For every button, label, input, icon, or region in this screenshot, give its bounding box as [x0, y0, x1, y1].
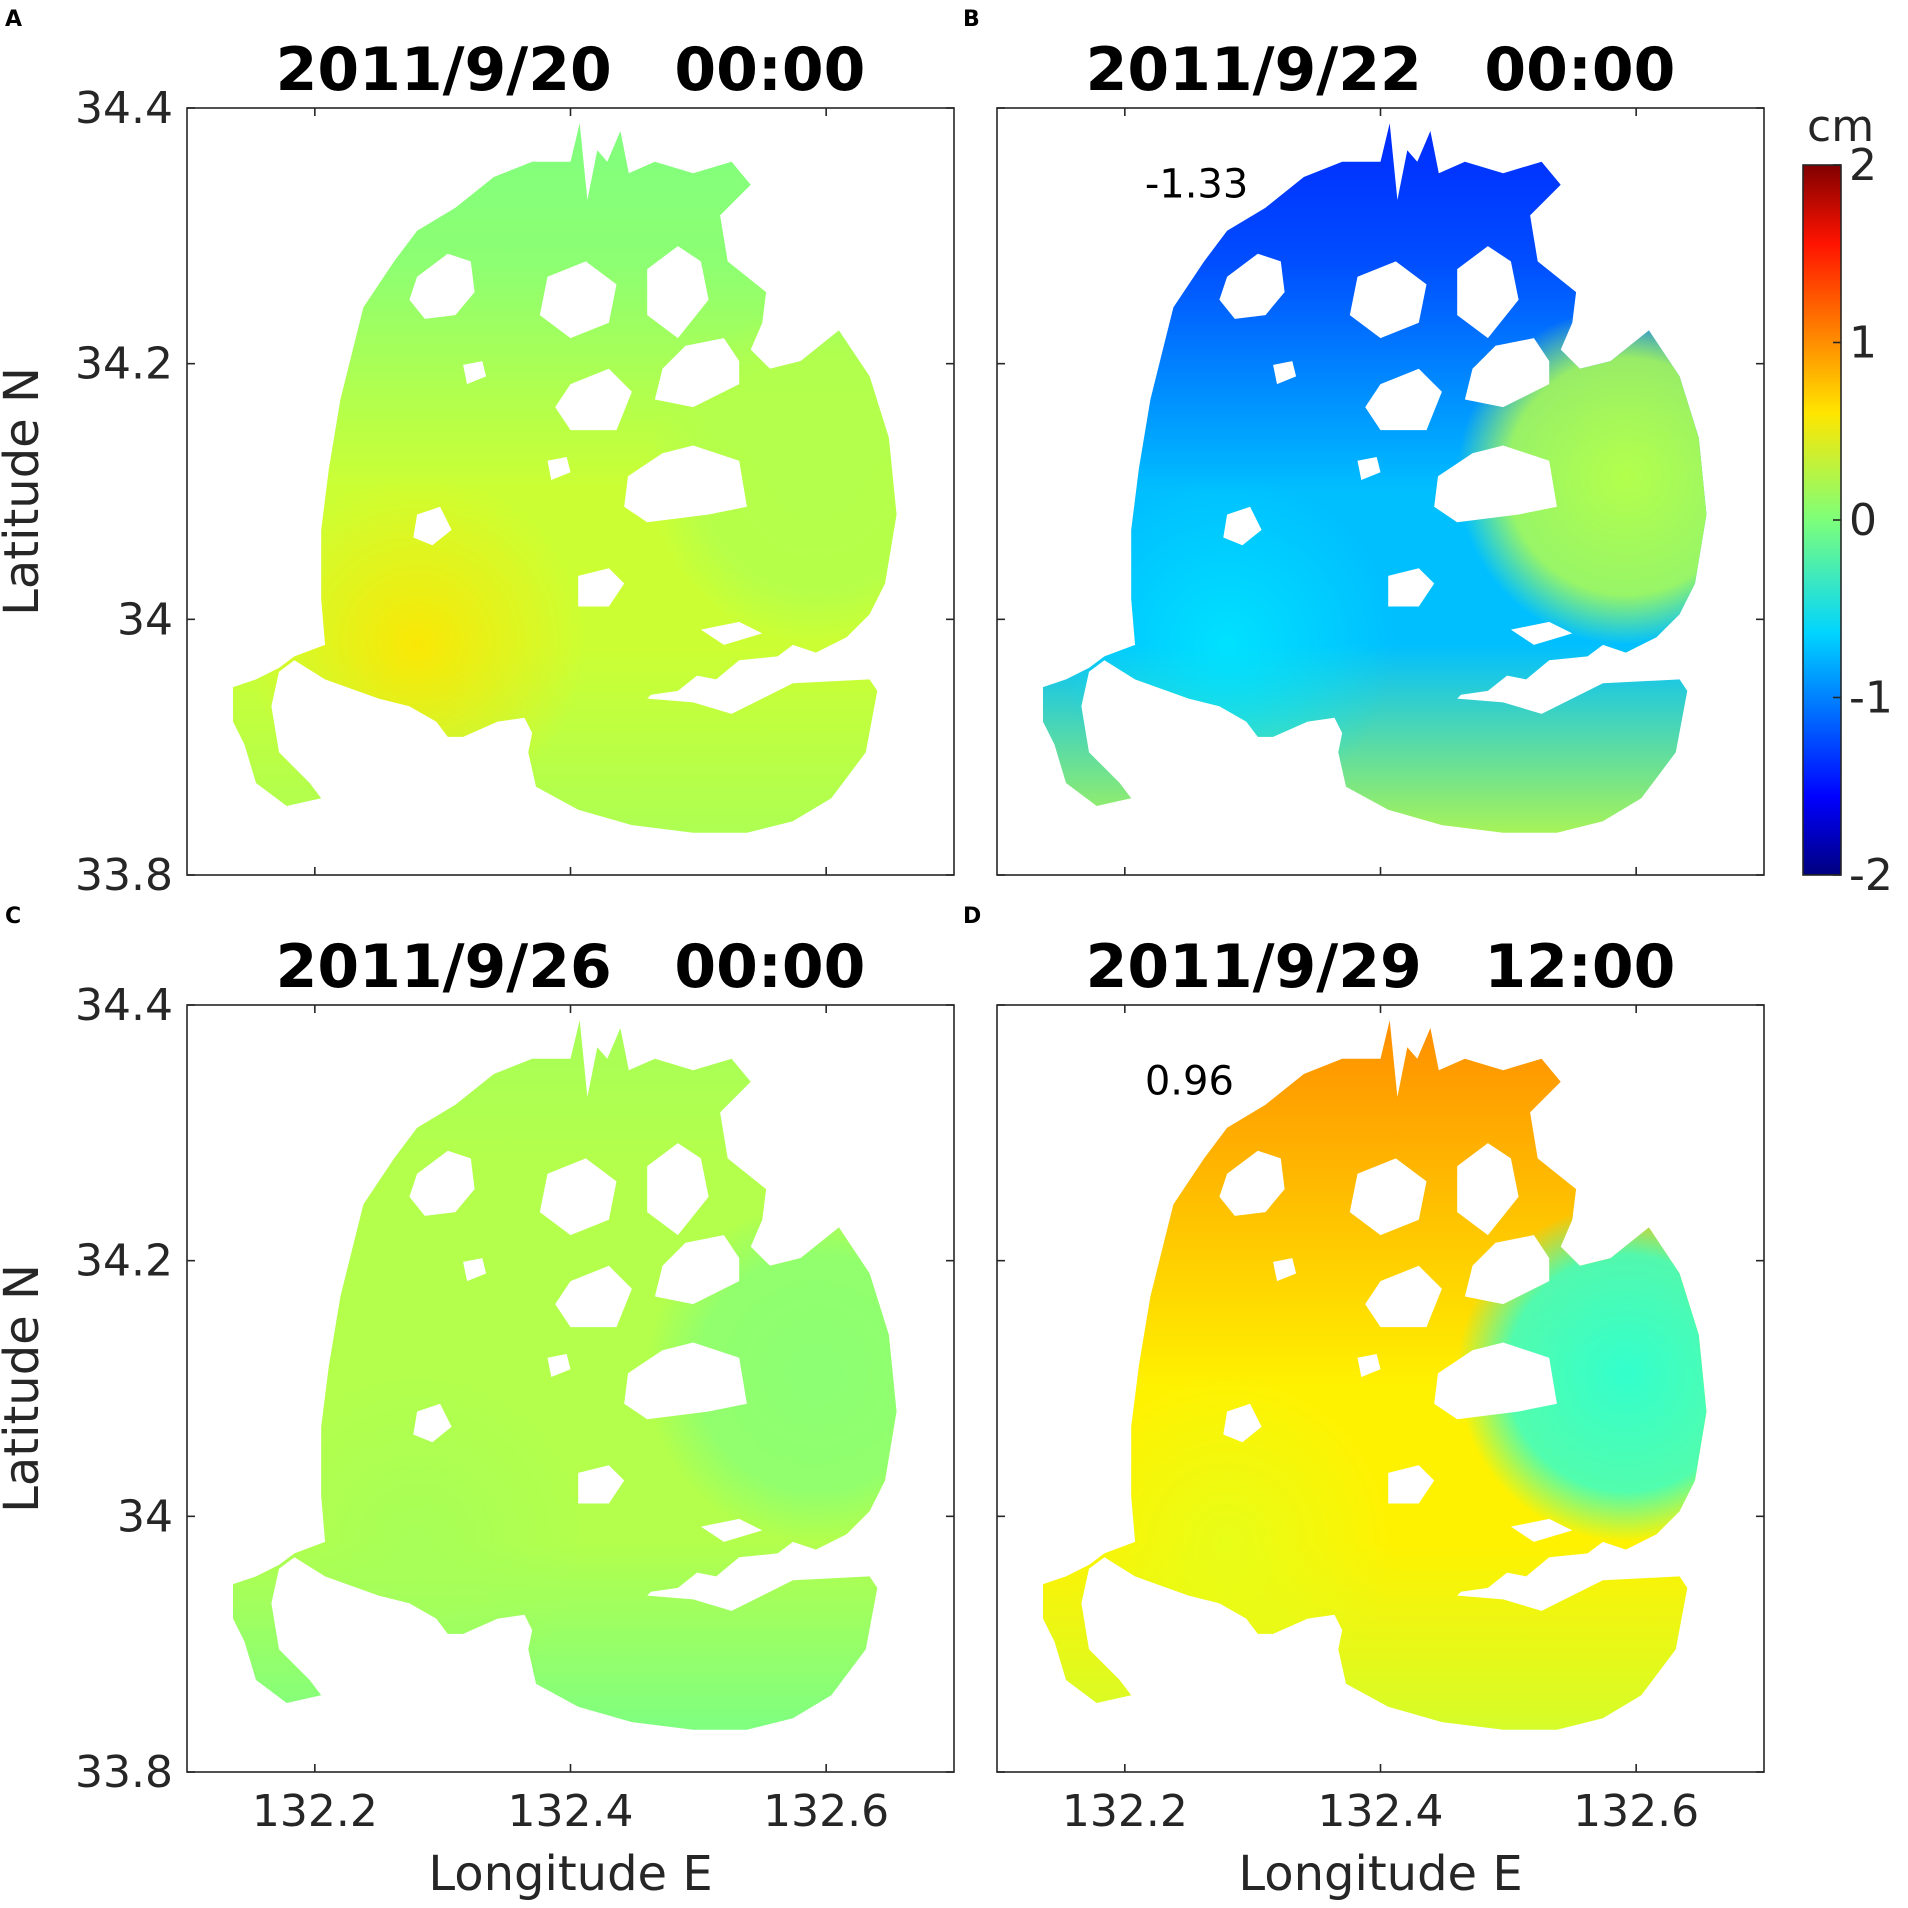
- island: [555, 368, 632, 431]
- x-tick-label: 132.4: [508, 1786, 634, 1837]
- y-tick-label: 34.4: [75, 980, 173, 1031]
- panel-d: 132.2 132.4 132.6 2011/9/29 12:00 D 0.96 Longi…: [963, 904, 1765, 1902]
- island: [539, 261, 617, 339]
- island: [654, 1235, 740, 1305]
- island: [1434, 445, 1557, 523]
- panel-letter: B: [963, 7, 980, 32]
- panel-letter: D: [963, 904, 981, 929]
- island: [578, 568, 625, 607]
- island: [1457, 1143, 1519, 1236]
- panel-title: 2011/9/26 00:00: [276, 932, 866, 1002]
- max-annotation: -1.33: [1145, 161, 1249, 207]
- island: [1357, 457, 1381, 480]
- island: [1357, 1354, 1381, 1377]
- island: [700, 621, 763, 645]
- x-axis-label: Longitude E: [1238, 1846, 1522, 1902]
- panel-title: 2011/9/29 12:00: [1086, 932, 1676, 1002]
- island: [413, 506, 452, 546]
- y-tick-label: 34.4: [75, 83, 173, 134]
- x-tick-label: 132.6: [763, 1786, 889, 1837]
- island: [624, 1342, 747, 1420]
- island: [1434, 1342, 1557, 1420]
- island: [555, 1265, 632, 1328]
- island: [647, 1143, 709, 1236]
- colorbar: 2 1 0 -1 -2 cm: [1802, 101, 1893, 901]
- colorbar-tick-label: 0: [1849, 495, 1877, 546]
- y-tick-label: 34: [117, 594, 173, 645]
- island: [1457, 246, 1519, 339]
- panel-letter: C: [5, 904, 21, 929]
- max-annotation: 0.96: [1145, 1058, 1234, 1104]
- x-tick-label: 132.6: [1573, 1786, 1699, 1837]
- colorbar-tick-label: -2: [1849, 850, 1893, 901]
- y-tick-label: 34.2: [75, 1236, 173, 1287]
- island: [1510, 1518, 1573, 1542]
- island: [624, 445, 747, 523]
- island: [1223, 506, 1262, 546]
- island: [463, 1258, 487, 1282]
- x-tick-label: 132.2: [252, 1786, 378, 1837]
- island: [1388, 1465, 1435, 1504]
- island: [647, 246, 709, 339]
- panel-a: 34.4 34.2 34 33.8 2011/9/20 00:00 A Latitude N: [0, 7, 955, 901]
- y-tick-label: 33.8: [75, 1747, 173, 1798]
- island: [1510, 621, 1573, 645]
- island: [413, 1403, 452, 1443]
- colorbar-unit: cm: [1807, 101, 1874, 152]
- island: [1365, 368, 1442, 431]
- island: [1349, 261, 1427, 339]
- y-tick-label: 33.8: [75, 850, 173, 901]
- island: [409, 253, 475, 319]
- panel-b: 2011/9/22 00:00 B -1.33: [963, 7, 1765, 876]
- x-axis-label: Longitude E: [428, 1846, 712, 1902]
- colorbar-tick-label: 1: [1849, 318, 1877, 369]
- panel-title: 2011/9/20 00:00: [276, 35, 866, 105]
- colorbar-tick-label: -1: [1849, 673, 1893, 724]
- y-axis-label: Latitude N: [0, 367, 50, 616]
- island: [1219, 253, 1285, 319]
- island: [1464, 338, 1550, 408]
- panel-letter: A: [5, 7, 22, 32]
- island: [654, 338, 740, 408]
- island: [578, 1465, 625, 1504]
- x-tick-label: 132.2: [1062, 1786, 1188, 1837]
- island: [463, 361, 487, 385]
- island: [547, 457, 571, 480]
- y-tick-label: 34: [117, 1491, 173, 1542]
- island: [1273, 361, 1297, 385]
- y-axis-label: Latitude N: [0, 1264, 50, 1513]
- island: [547, 1354, 571, 1377]
- island: [1464, 1235, 1550, 1305]
- panels-layer: 34.4 34.2 34 33.8 2011/9/20 00:00 A Latitude N…: [0, 7, 1765, 1902]
- island: [1273, 1258, 1297, 1282]
- colorbar-tick-label: 2: [1849, 140, 1877, 191]
- panel-c: 132.2 132.4 132.6 34.4 34.2 34 33.8 2011/9/26 0…: [0, 904, 955, 1902]
- y-tick-label: 34.2: [75, 339, 173, 390]
- island: [700, 1518, 763, 1542]
- island: [1349, 1158, 1427, 1236]
- island: [1365, 1265, 1442, 1328]
- panel-title: 2011/9/22 00:00: [1086, 35, 1676, 105]
- x-tick-label: 132.4: [1318, 1786, 1444, 1837]
- island: [1388, 568, 1435, 607]
- island: [539, 1158, 617, 1236]
- island: [409, 1150, 475, 1216]
- island: [1223, 1403, 1262, 1443]
- island: [1219, 1150, 1285, 1216]
